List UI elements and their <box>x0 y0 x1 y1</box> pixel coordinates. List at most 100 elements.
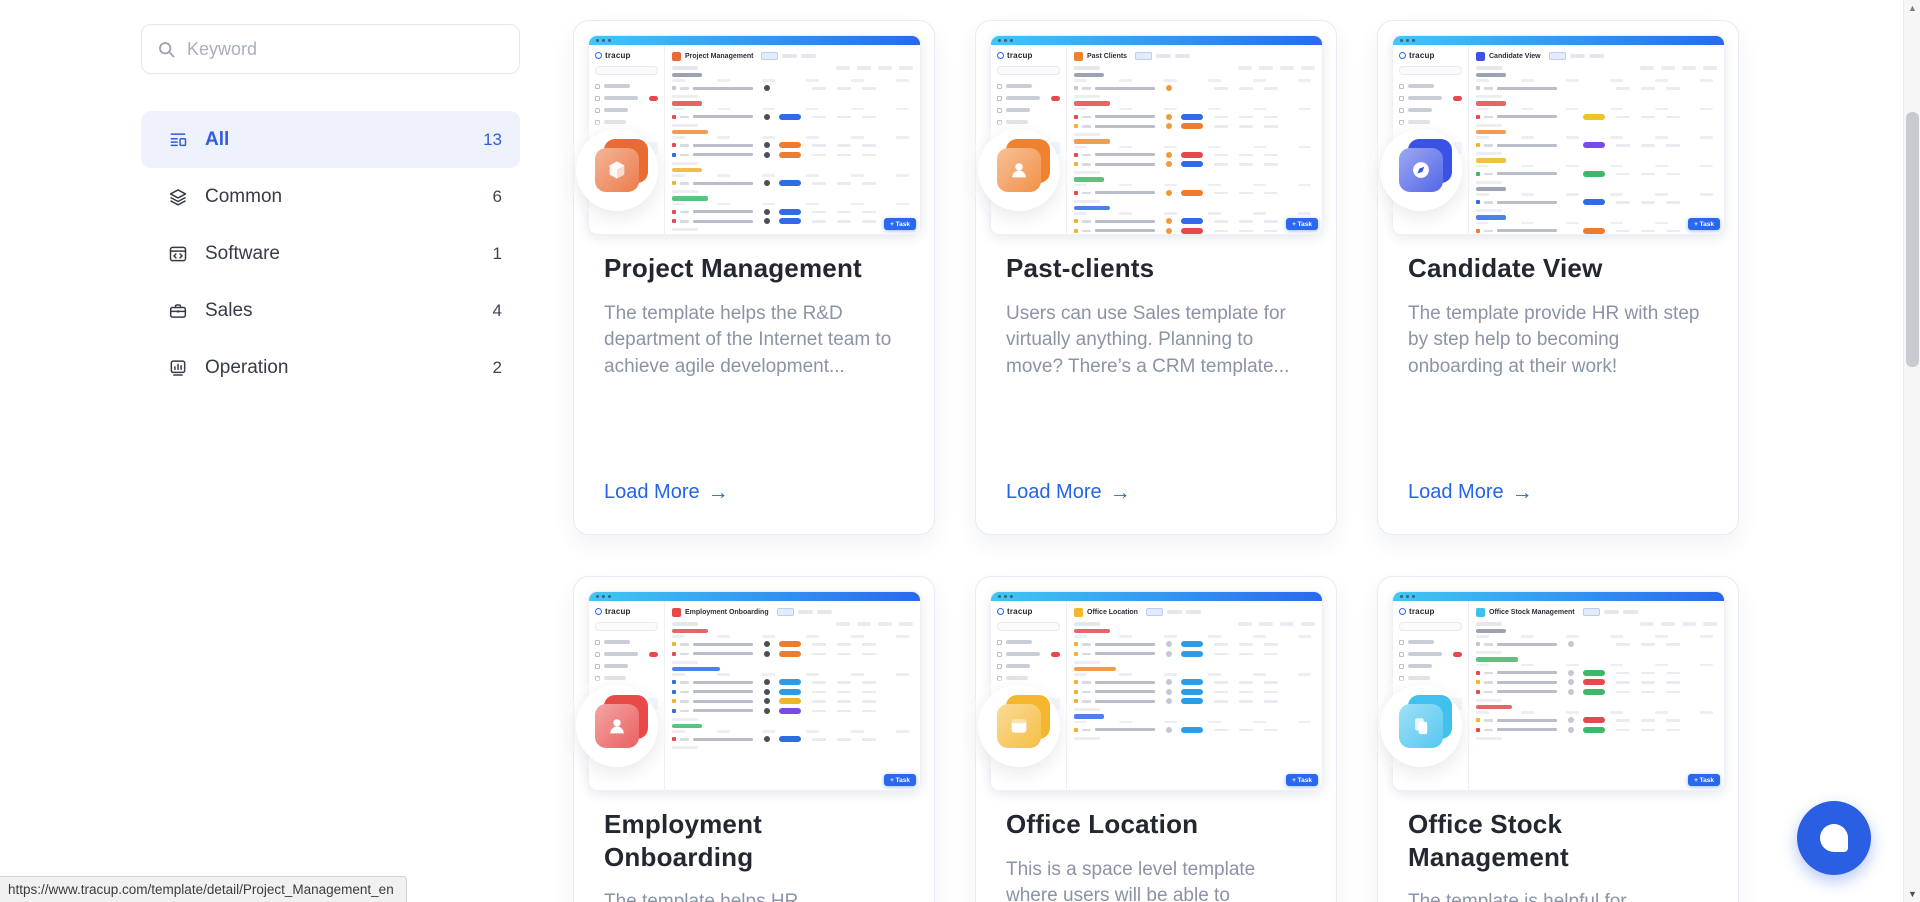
thumb-titlebar <box>991 592 1322 601</box>
template-badge <box>1380 129 1462 211</box>
tracup-logo-text: tracup <box>1409 607 1435 616</box>
template-badge <box>978 129 1060 211</box>
template-title: Past-clients <box>1006 253 1155 283</box>
template-title: Candidate View <box>1408 253 1603 283</box>
status-url-bar: https://www.tracup.com/template/detail/P… <box>0 876 407 902</box>
filter-sidebar: All 13 Common 6 Software 1 Sales 4 Operation 2 <box>141 24 520 396</box>
scrollbar[interactable]: ▲ ▼ <box>1903 0 1920 902</box>
thumb-app-title: Employment Onboarding <box>685 608 769 616</box>
template-title: Project Management <box>604 253 862 283</box>
template-description: The template is helpful for <box>1408 891 1627 902</box>
template-thumbnail[interactable]: tracup Office Stock Management + Task <box>1393 592 1724 790</box>
thumb-mini-table: Employment Onboarding + Task <box>665 601 920 790</box>
chart-window-icon <box>167 357 189 379</box>
thumb-add-task-button: + Task <box>1286 218 1318 230</box>
thumb-app-title: Office Stock Management <box>1489 608 1575 616</box>
tracup-logo-icon <box>997 608 1004 615</box>
template-card-employment-onboarding: tracup Employment Onboarding + Task Employm… <box>573 576 935 902</box>
load-more-link[interactable]: Load More → <box>604 481 729 504</box>
tracup-logo-icon <box>595 52 602 59</box>
scroll-up-arrow[interactable]: ▲ <box>1908 3 1917 13</box>
person-icon <box>997 148 1041 192</box>
sidebar-item-software[interactable]: Software 1 <box>141 225 520 282</box>
thumb-add-task-button: + Task <box>1688 218 1720 230</box>
tracup-logo-text: tracup <box>605 607 631 616</box>
template-card-past-clients: tracup Past Clients + Task Past-clients User… <box>975 20 1337 535</box>
thumb-app-title: Candidate View <box>1489 52 1541 60</box>
template-thumbnail[interactable]: tracup Employment Onboarding + Task <box>589 592 920 790</box>
chat-button[interactable] <box>1797 801 1871 875</box>
status-url: https://www.tracup.com/template/detail/P… <box>8 882 394 897</box>
arrow-right-icon: → <box>707 481 729 504</box>
template-badge <box>576 129 658 211</box>
thumb-mini-table: Office Location + Task <box>1067 601 1322 790</box>
template-card-candidate-view: tracup Candidate View + Task Candidate View… <box>1377 20 1739 535</box>
thumb-add-task-button: + Task <box>1688 774 1720 786</box>
search-input[interactable] <box>187 38 505 60</box>
template-description: The template helps the R&D department of… <box>604 302 892 378</box>
arrow-right-icon: → <box>1109 481 1131 504</box>
load-more-label: Load More <box>1006 481 1102 503</box>
template-description: Users can use Sales template for virtual… <box>1006 302 1290 378</box>
sidebar-item-count: 2 <box>492 357 502 377</box>
code-window-icon <box>167 243 189 265</box>
thumb-mini-table: Candidate View + Task <box>1469 45 1724 234</box>
template-card-grid: tracup Project Management + Task Project Ma… <box>573 20 1739 902</box>
template-thumbnail[interactable]: tracup Candidate View + Task <box>1393 36 1724 234</box>
tracup-logo-icon <box>595 608 602 615</box>
sidebar-item-common[interactable]: Common 6 <box>141 168 520 225</box>
load-more-link[interactable]: Load More → <box>1006 481 1131 504</box>
thumb-titlebar <box>589 36 920 45</box>
template-card-project-management: tracup Project Management + Task Project Ma… <box>573 20 935 535</box>
sidebar-item-count: 6 <box>492 186 502 206</box>
template-card-office-stock-management: tracup Office Stock Management + Task Offic… <box>1377 576 1739 902</box>
thumb-add-task-button: + Task <box>1286 774 1318 786</box>
template-description: This is a space level template where use… <box>1006 858 1256 902</box>
compass-icon <box>1399 148 1443 192</box>
template-thumbnail[interactable]: tracup Office Location + Task <box>991 592 1322 790</box>
person-icon <box>595 704 639 748</box>
arrow-right-icon: → <box>1511 481 1533 504</box>
thumb-app-title: Office Location <box>1087 608 1138 616</box>
load-more-label: Load More <box>604 481 700 503</box>
template-title: Office Location <box>1006 809 1199 839</box>
layout-list-icon <box>167 129 189 151</box>
thumb-titlebar <box>991 36 1322 45</box>
template-card-office-location: tracup Office Location + Task Office Locati… <box>975 576 1337 902</box>
scrollbar-thumb[interactable] <box>1906 112 1919 367</box>
thumb-add-task-button: + Task <box>884 218 916 230</box>
thumb-mini-table: Past Clients + Task <box>1067 45 1322 234</box>
template-thumbnail[interactable]: tracup Past Clients + Task <box>991 36 1322 234</box>
sidebar-item-label: All <box>205 128 230 150</box>
tracup-logo-text: tracup <box>1007 51 1033 60</box>
sidebar-item-label: Software <box>205 242 280 264</box>
thumb-add-task-button: + Task <box>884 774 916 786</box>
template-thumbnail[interactable]: tracup Project Management + Task <box>589 36 920 234</box>
layers-icon <box>167 186 189 208</box>
thumb-app-title: Project Management <box>685 52 754 60</box>
sidebar-item-count: 1 <box>492 243 502 263</box>
sidebar-item-label: Sales <box>205 299 253 321</box>
category-menu: All 13 Common 6 Software 1 Sales 4 Operation 2 <box>141 111 520 396</box>
thumb-mini-table: Project Management + Task <box>665 45 920 234</box>
briefcase-icon <box>167 300 189 322</box>
search-icon <box>159 41 175 57</box>
tracup-logo-text: tracup <box>1409 51 1435 60</box>
load-more-link[interactable]: Load More → <box>1408 481 1533 504</box>
load-more-label: Load More <box>1408 481 1504 503</box>
search-box[interactable] <box>141 24 520 74</box>
tracup-logo-icon <box>997 52 1004 59</box>
template-description: The template helps HR <box>604 891 799 902</box>
window-icon <box>997 704 1041 748</box>
template-description: The template provide HR with step by ste… <box>1408 302 1700 378</box>
sidebar-item-all[interactable]: All 13 <box>141 111 520 168</box>
sidebar-item-label: Common <box>205 185 283 207</box>
sidebar-item-count: 4 <box>492 300 502 320</box>
scroll-down-arrow[interactable]: ▼ <box>1908 889 1917 899</box>
template-badge <box>978 685 1060 767</box>
cards-icon <box>1399 704 1443 748</box>
tracup-logo-text: tracup <box>1007 607 1033 616</box>
sidebar-item-operation[interactable]: Operation 2 <box>141 339 520 396</box>
sidebar-item-sales[interactable]: Sales 4 <box>141 282 520 339</box>
tracup-logo-icon <box>1399 52 1406 59</box>
